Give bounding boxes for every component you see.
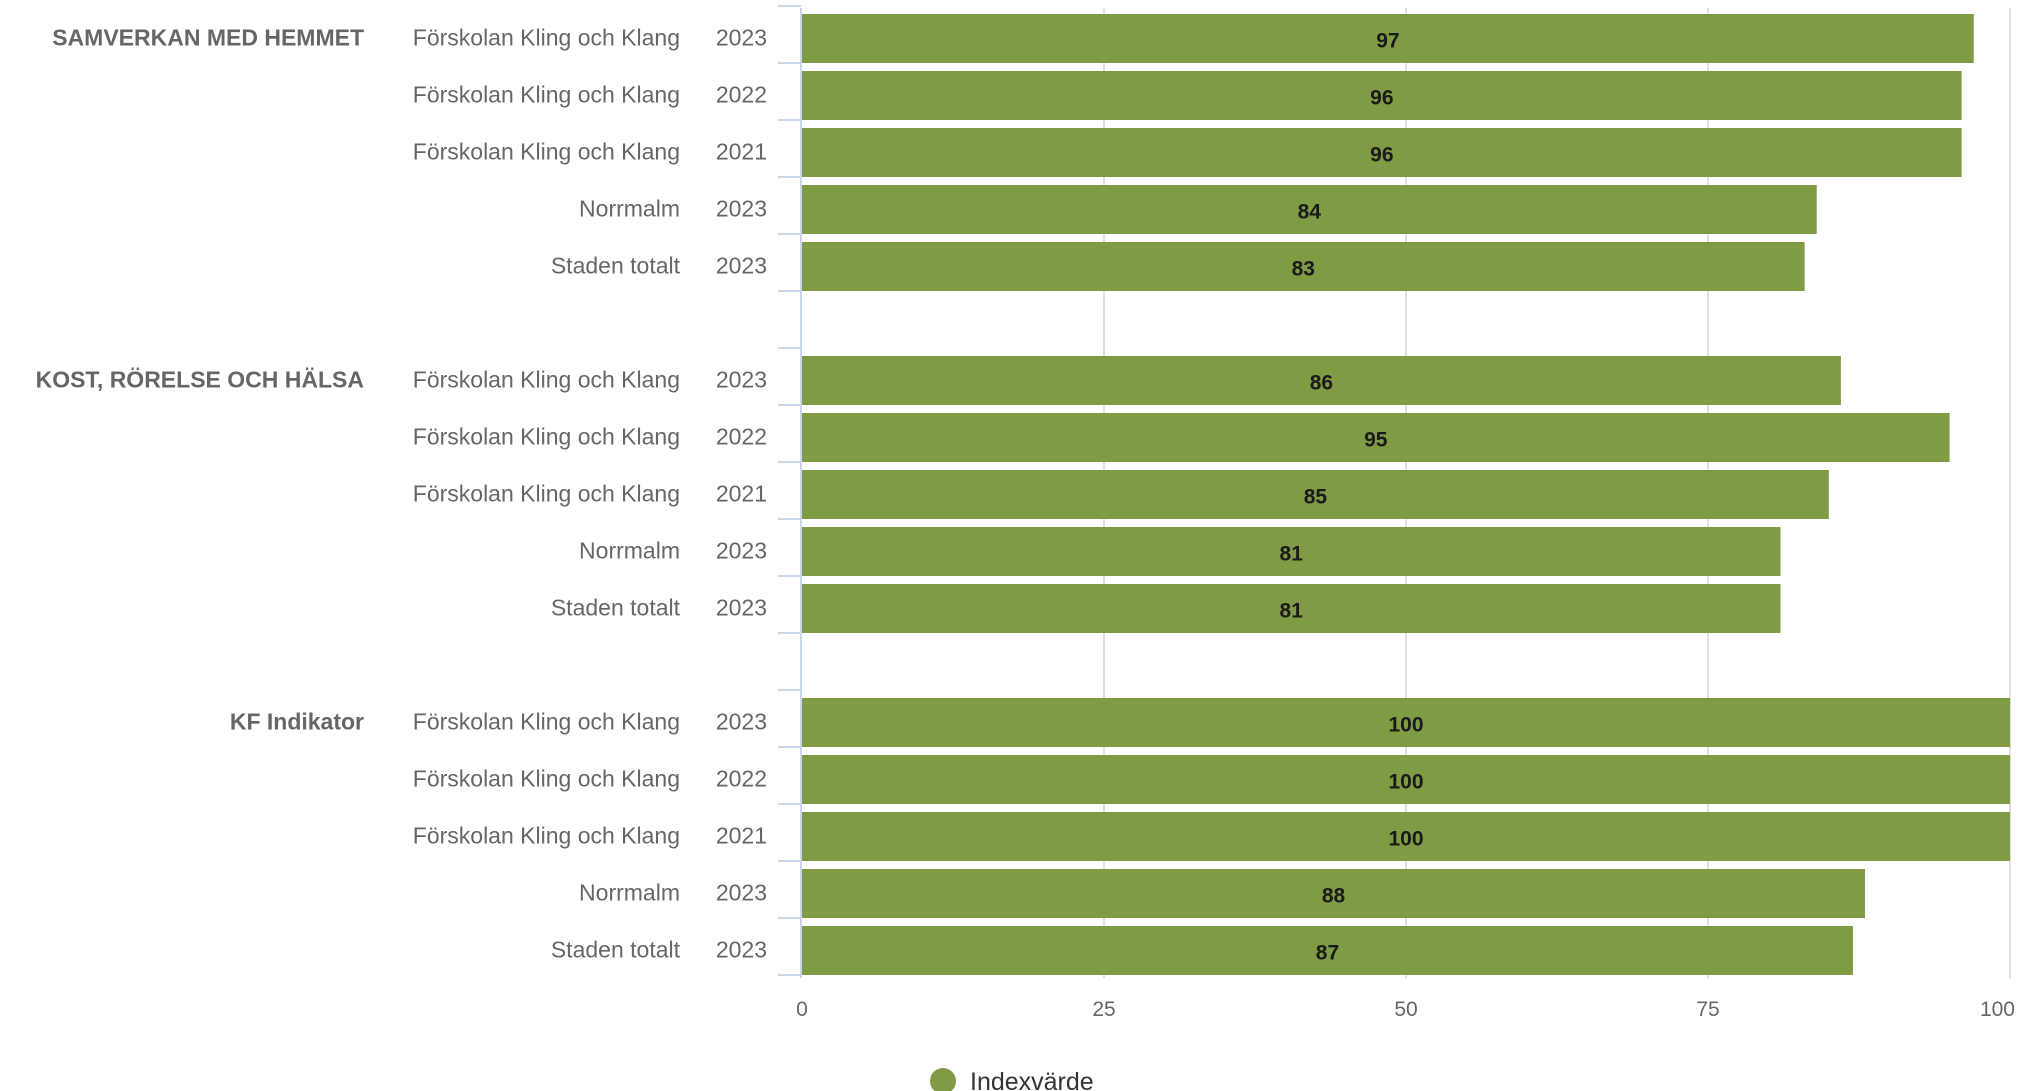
legend-marker [930, 1068, 956, 1091]
legend[interactable]: Indexvärde [930, 1068, 1094, 1091]
row-year-label: 2023 [716, 880, 767, 906]
bar-value-label: 88 [1322, 885, 1346, 908]
row-year-label: 2022 [716, 766, 767, 792]
bar-value-label: 100 [1388, 714, 1423, 737]
bar-value-label: 95 [1364, 429, 1388, 452]
bar-value-label: 87 [1316, 942, 1339, 965]
row-labels: Förskolan Kling och Klang 2023 SAMVERKAN M… [36, 25, 767, 963]
bar-value-label: 86 [1310, 372, 1333, 395]
row-year-label: 2022 [716, 82, 767, 108]
row-year-label: 2023 [716, 367, 767, 393]
row-name-label: Förskolan Kling och Klang [413, 481, 680, 507]
bar-value-label: 96 [1370, 87, 1393, 110]
bar [802, 413, 1950, 462]
bar [802, 812, 2010, 861]
bar [802, 242, 1805, 291]
row-name-label: Norrmalm [579, 196, 680, 222]
legend-label: Indexvärde [970, 1068, 1094, 1091]
x-tick-label: 75 [1696, 998, 1719, 1021]
row-name-label: Norrmalm [579, 538, 680, 564]
x-tick-label: 50 [1394, 998, 1417, 1021]
row-name-label: Förskolan Kling och Klang [413, 367, 680, 393]
category-label: SAMVERKAN MED HEMMET [52, 25, 364, 51]
bar [802, 527, 1781, 576]
category-axis [778, 5, 802, 978]
row-name-label: Staden totalt [551, 595, 681, 621]
row-name-label: Förskolan Kling och Klang [413, 823, 680, 849]
row-name-label: Staden totalt [551, 253, 681, 279]
row-year-label: 2023 [716, 595, 767, 621]
row-name-label: Förskolan Kling och Klang [413, 25, 680, 51]
bar-value-label: 85 [1304, 486, 1328, 509]
x-tick-label: 25 [1092, 998, 1115, 1021]
bar-value-label: 83 [1292, 258, 1315, 281]
bars: 97 96 96 84 83 86 95 85 81 81 100 100 100 88 87 [802, 14, 2010, 975]
x-tick-label: 0 [796, 998, 808, 1021]
row-name-label: Förskolan Kling och Klang [413, 709, 680, 735]
bar [802, 698, 2010, 747]
row-year-label: 2023 [716, 253, 767, 279]
bar-value-label: 97 [1376, 30, 1399, 53]
bar [802, 185, 1817, 234]
x-axis-ticks: 0 25 50 75 100 [796, 998, 2015, 1021]
row-name-label: Staden totalt [551, 937, 681, 963]
bar [802, 926, 1853, 975]
category-label: KOST, RÖRELSE OCH HÄLSA [36, 367, 364, 393]
row-name-label: Förskolan Kling och Klang [413, 424, 680, 450]
bar-value-label: 84 [1298, 201, 1322, 224]
x-tick-label: 100 [1980, 998, 2015, 1021]
bar-value-label: 96 [1370, 144, 1393, 167]
bar-value-label: 100 [1388, 771, 1423, 794]
row-year-label: 2023 [716, 709, 767, 735]
bar-value-label: 81 [1280, 600, 1304, 623]
bar [802, 584, 1781, 633]
bar [802, 356, 1841, 405]
category-label: KF Indikator [230, 709, 364, 735]
row-year-label: 2021 [716, 823, 767, 849]
row-year-label: 2021 [716, 481, 767, 507]
bar [802, 755, 2010, 804]
row-year-label: 2023 [716, 25, 767, 51]
bar-value-label: 81 [1280, 543, 1304, 566]
bar [802, 128, 1962, 177]
row-name-label: Förskolan Kling och Klang [413, 139, 680, 165]
bar [802, 470, 1829, 519]
row-year-label: 2023 [716, 196, 767, 222]
bar [802, 71, 1962, 120]
row-name-label: Norrmalm [579, 880, 680, 906]
row-name-label: Förskolan Kling och Klang [413, 82, 680, 108]
bar [802, 14, 1974, 63]
row-year-label: 2021 [716, 139, 767, 165]
row-year-label: 2023 [716, 937, 767, 963]
row-name-label: Förskolan Kling och Klang [413, 766, 680, 792]
bar [802, 869, 1866, 918]
bar-value-label: 100 [1388, 828, 1423, 851]
row-year-label: 2023 [716, 538, 767, 564]
row-year-label: 2022 [716, 424, 767, 450]
